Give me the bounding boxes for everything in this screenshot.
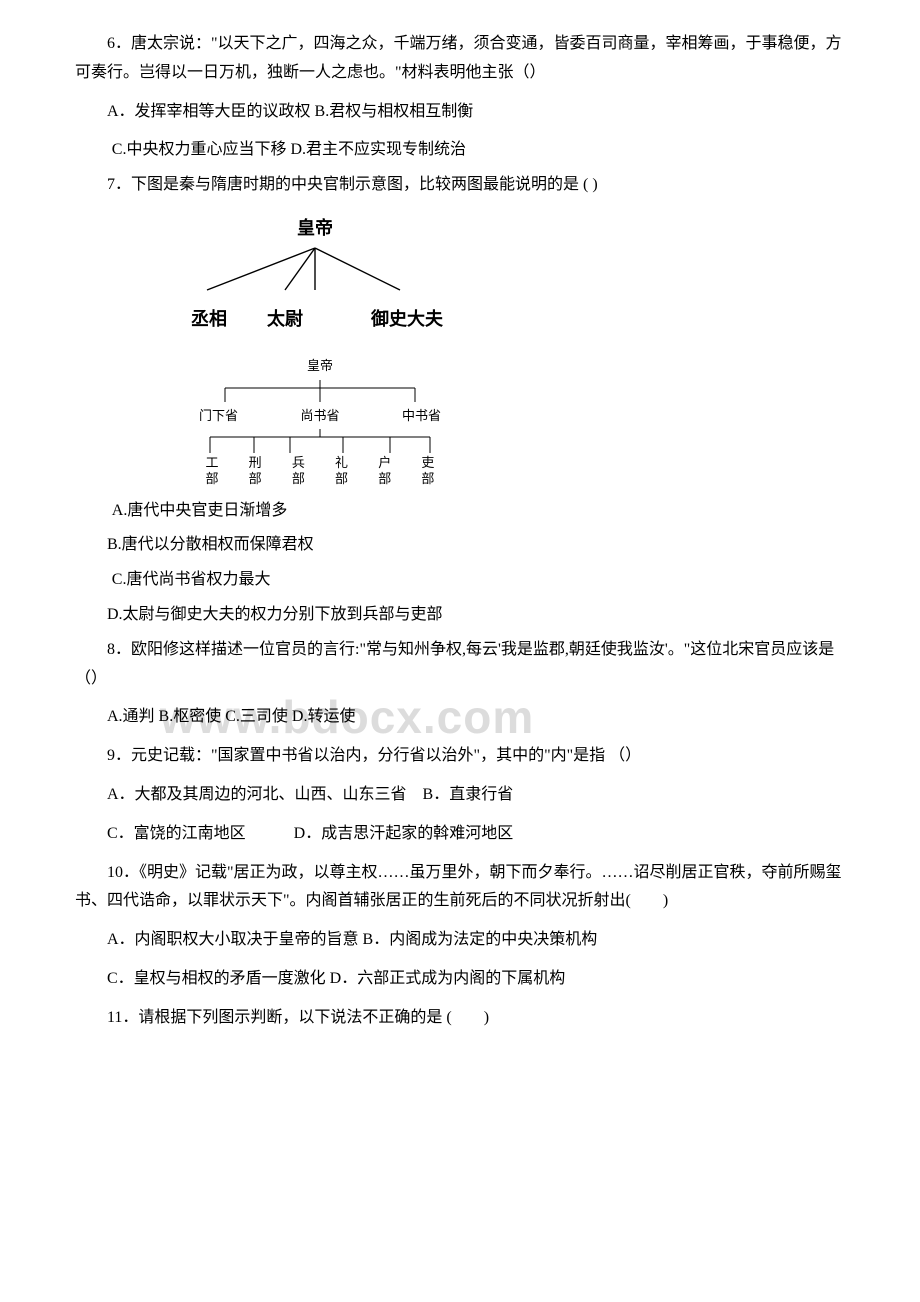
q10-options-ab: A．内阁职权大小取决于皇帝的旨意 B．内阁成为法定的中央决策机构 (75, 926, 845, 955)
q7-option-d: D.太尉与御史大夫的权力分别下放到兵部与吏部 (75, 601, 845, 630)
tang-zhongshu: 中书省 (402, 404, 441, 427)
q8-options: A.通判 B.枢密使 C.三司使 D.转运使 (75, 703, 845, 732)
q10-stem: 10．《明史》记载"居正为政，以尊主权……虽万里外，朝下而夕奉行。……诏尽削居正… (75, 859, 845, 917)
tang-libu1: 礼部 (327, 455, 357, 486)
q9-options-ab: A．大都及其周边的河北、山西、山东三省 B．直隶行省 (75, 781, 845, 810)
q11-stem: 11．请根据下列图示判断，以下说法不正确的是 ( ) (75, 1004, 845, 1033)
tang-diagram: 皇帝 门下省 尚书省 中书省 (195, 354, 845, 487)
q8-stem: 8．欧阳修这样描述一位官员的言行:"常与知州争权,每云'我是监郡,朝廷使我监汝'… (75, 636, 845, 694)
page-content: 6．唐太宗说："以天下之广，四海之众，千端万绪，须合变通，皆委百司商量，宰相筹画… (75, 30, 845, 1032)
q7-option-b: B.唐代以分散相权而保障君权 (75, 531, 845, 560)
qin-yushidafu: 御史大夫 (371, 303, 443, 335)
q7-stem: 7．下图是秦与隋唐时期的中央官制示意图，比较两图最能说明的是 ( ) (75, 171, 845, 200)
q7-option-a: A.唐代中央官吏日渐增多 (75, 497, 845, 526)
qin-emperor-label: 皇帝 (185, 212, 445, 244)
q6-stem: 6．唐太宗说："以天下之广，四海之众，千端万绪，须合变通，皆委百司商量，宰相筹画… (75, 30, 845, 88)
q10-options-cd: C．皇权与相权的矛盾一度激化 D．六部正式成为内阁的下属机构 (75, 965, 845, 994)
q9-stem: 9．元史记载："国家置中书省以治内，分行省以治外"，其中的"内"是指 （） (75, 742, 845, 771)
tang-hubu: 户部 (370, 455, 400, 486)
q6-options-cd: C.中央权力重心应当下移 D.君主不应实现专制统治 (75, 136, 845, 165)
tang-xingbu: 刑部 (240, 455, 270, 486)
tang-bingbu: 兵部 (283, 455, 313, 486)
q9-options-cd: C．富饶的江南地区 D．成吉思汗起家的斡难河地区 (75, 820, 845, 849)
tang-emperor-label: 皇帝 (195, 354, 445, 377)
tang-tree-lines-bottom (195, 427, 445, 455)
q7-option-c: C.唐代尚书省权力最大 (75, 566, 845, 595)
qin-taiwei: 太尉 (267, 303, 303, 335)
tang-menxia: 门下省 (199, 404, 238, 427)
tang-tree-lines-top (195, 378, 445, 404)
qin-tree-lines (185, 246, 445, 292)
q6-options-ab: A．发挥宰相等大臣的议政权 B.君权与相权相互制衡 (75, 98, 845, 127)
qin-diagram: 皇帝 丞相 太尉 御史大夫 (185, 212, 845, 336)
tang-gongbu: 工部 (197, 455, 227, 486)
qin-chengxiang: 丞相 (191, 303, 227, 335)
tang-libu2: 吏部 (413, 455, 443, 486)
tang-shangshu: 尚书省 (300, 404, 339, 427)
